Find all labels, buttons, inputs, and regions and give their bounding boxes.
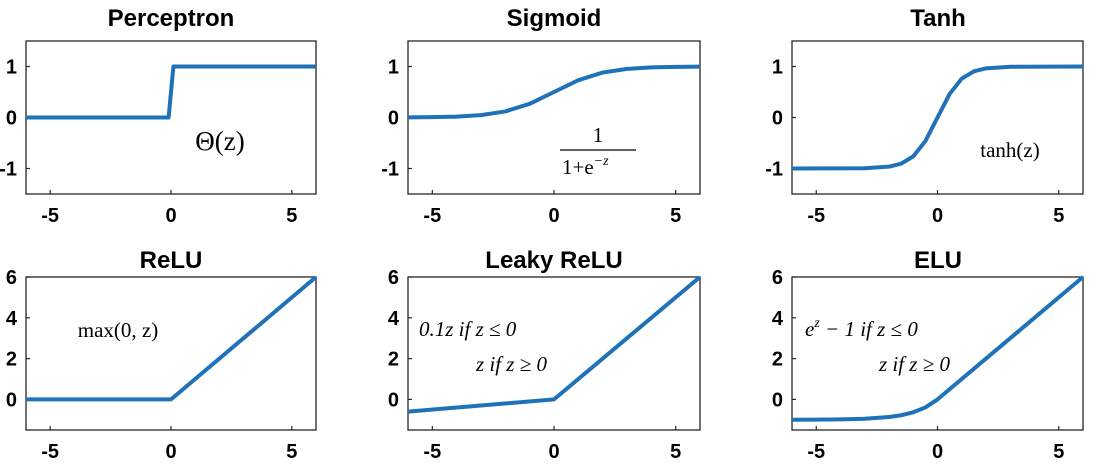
tick-group: -5 0 5 0 2 4 6	[388, 267, 681, 463]
y-tick-label: 6	[6, 267, 17, 289]
tick-group: -5 0 5 -1 0 1	[765, 57, 1064, 228]
panel-title: Leaky ReLU	[485, 247, 622, 274]
x-tick-label: 0	[548, 441, 559, 463]
panel-tanh: Tanh tanh(z) -5 0 5 -1 0 1	[765, 5, 1084, 228]
y-tick-label: -1	[381, 159, 399, 181]
panel-title: Perceptron	[108, 5, 235, 32]
formula-line-2: z if z ≥ 0	[878, 352, 951, 376]
y-tick-label: -1	[0, 159, 17, 181]
x-tick-label: -5	[807, 205, 825, 227]
panel-title: Sigmoid	[507, 5, 602, 32]
y-tick-label: 0	[772, 389, 783, 411]
formula: 1 1+e−z	[560, 123, 636, 179]
panel-leaky-relu: Leaky ReLU 0.1z if z ≤ 0 z if z ≥ 0 -5 0 5…	[388, 247, 702, 463]
formula-line-1: 0.1z if z ≤ 0	[419, 317, 517, 341]
y-tick-label: 1	[772, 57, 783, 79]
formula: Θ(z)	[195, 126, 244, 156]
y-tick-label: 1	[388, 57, 399, 79]
panel-title: ELU	[914, 247, 962, 274]
tick-group: -5 0 5 -1 0 1	[381, 57, 681, 228]
formula-line-1: ez − 1 if z ≤ 0	[805, 316, 918, 341]
formula-numerator: 1	[593, 123, 604, 147]
x-tick-label: -5	[41, 205, 59, 227]
x-tick-label: -5	[807, 441, 825, 463]
x-tick-label: 0	[932, 441, 943, 463]
axes-box	[791, 276, 1084, 431]
y-tick-label: 2	[772, 349, 783, 371]
formula-denominator: 1+e−z	[562, 154, 609, 179]
formula: tanh(z)	[980, 138, 1039, 162]
x-tick-label: -5	[423, 441, 441, 463]
series-line	[407, 275, 702, 414]
y-tick-label: 2	[388, 349, 399, 371]
panel-perceptron: Perceptron Θ(z) -5 0 5 -1 0 1	[0, 5, 317, 227]
panel-sigmoid: Sigmoid 1 1+e−z -5 0 5 -1 0 1	[381, 5, 701, 228]
x-tick-label: 0	[932, 205, 943, 227]
y-tick-label: -1	[765, 159, 783, 181]
x-tick-label: 5	[670, 205, 681, 227]
y-tick-label: 2	[6, 349, 17, 371]
panel-title: ReLU	[140, 247, 203, 274]
y-tick-label: 4	[388, 308, 400, 330]
x-tick-label: 5	[286, 441, 297, 463]
y-tick-label: 1	[6, 57, 17, 79]
x-tick-label: 5	[286, 205, 297, 227]
x-tick-label: -5	[423, 205, 441, 227]
x-tick-label: 5	[670, 441, 681, 463]
panel-title: Tanh	[910, 5, 966, 32]
series-line	[791, 64, 1084, 171]
y-tick-label: 0	[388, 108, 399, 130]
panel-elu: ELU ez − 1 if z ≤ 0 z if z ≥ 0 -5 0 5 0 2 4 6	[772, 247, 1085, 463]
x-tick-label: 5	[1053, 441, 1064, 463]
axes-box	[407, 276, 701, 431]
axes-box	[25, 276, 317, 431]
y-tick-label: 0	[772, 108, 783, 130]
series-line	[26, 275, 318, 402]
panel-relu: ReLU max(0, z) -5 0 5 0 2 4 6	[6, 247, 318, 463]
x-tick-label: 0	[165, 441, 176, 463]
y-tick-label: 0	[388, 389, 399, 411]
formula-line-2: z if z ≥ 0	[475, 352, 548, 376]
y-tick-label: 6	[772, 267, 783, 289]
y-tick-label: 0	[6, 389, 17, 411]
y-tick-label: 4	[6, 308, 18, 330]
y-tick-label: 6	[388, 267, 399, 289]
tick-group: -5 0 5 0 2 4 6	[6, 267, 298, 463]
y-tick-label: 4	[772, 308, 784, 330]
series-line	[791, 275, 1085, 422]
y-tick-label: 0	[6, 108, 17, 130]
x-tick-label: -5	[41, 441, 59, 463]
x-tick-label: 0	[548, 205, 559, 227]
x-tick-label: 0	[165, 205, 176, 227]
series-line	[407, 64, 701, 120]
x-tick-label: 5	[1053, 205, 1064, 227]
formula: max(0, z)	[78, 318, 158, 342]
series-line	[26, 64, 316, 120]
tick-group: -5 0 5 0 2 4 6	[772, 267, 1064, 463]
